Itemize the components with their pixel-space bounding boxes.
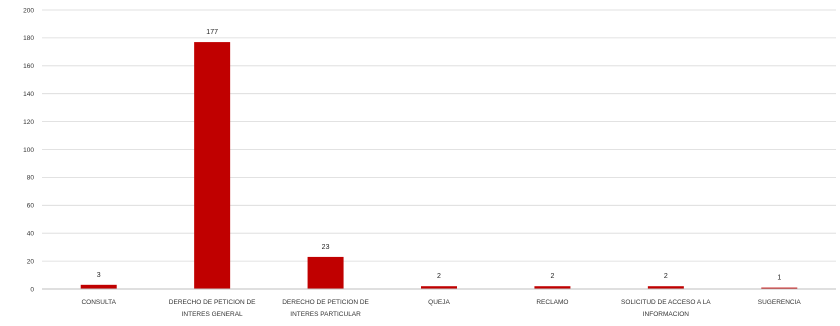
x-axis-categories: CONSULTA DERECHO DE PETICION DE INTERES GE… [81, 299, 801, 318]
x-category-label: DERECHO DE PETICION DE INTERES PARTICULAR [282, 299, 369, 318]
y-tick-label: 180 [23, 35, 34, 42]
x-category-label: QUEJA [428, 299, 450, 306]
y-tick-label: 100 [23, 147, 34, 154]
bar [421, 286, 457, 289]
data-label: 2 [664, 273, 668, 280]
bar [194, 42, 231, 290]
y-tick-label: 120 [23, 119, 34, 126]
gridlines [42, 9, 836, 262]
bar [761, 287, 798, 289]
data-label: 23 [322, 244, 330, 251]
y-tick-label: 0 [30, 286, 34, 293]
y-tick-label: 40 [27, 231, 35, 238]
x-category-label: CONSULTA [81, 299, 116, 306]
data-label: 1 [777, 275, 781, 282]
x-category-label: RECLAMO [536, 299, 568, 306]
x-category-label: SOLICITUD DE ACCESO A LA INFORMACION [621, 299, 711, 318]
y-tick-label: 200 [23, 7, 34, 14]
data-label: 3 [97, 272, 101, 279]
y-tick-label: 20 [27, 258, 35, 265]
x-category-label: SUGERENCIA [758, 299, 802, 306]
bar [534, 286, 571, 289]
y-axis-ticks: 0 20 40 60 80 100 120 140 160 180 200 [23, 7, 34, 293]
data-labels: 3 177 23 2 2 2 1 [97, 29, 782, 282]
bar [647, 286, 684, 289]
bar [307, 256, 344, 289]
y-tick-label: 60 [27, 203, 35, 210]
data-label: 177 [206, 29, 218, 36]
data-label: 2 [437, 273, 441, 280]
y-tick-label: 80 [27, 175, 35, 182]
bars [80, 42, 798, 290]
y-tick-label: 140 [23, 91, 34, 98]
data-label: 2 [550, 273, 554, 280]
bar [80, 284, 117, 289]
y-tick-label: 160 [23, 63, 34, 70]
x-category-label: DERECHO DE PETICION DE INTERES GENERAL [169, 299, 256, 318]
